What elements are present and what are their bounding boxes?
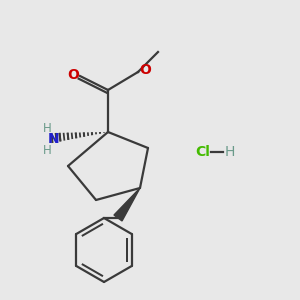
Text: Cl: Cl bbox=[195, 145, 210, 159]
Text: H: H bbox=[225, 145, 236, 159]
Text: O: O bbox=[139, 63, 151, 77]
Text: N: N bbox=[48, 132, 60, 146]
Polygon shape bbox=[114, 188, 140, 221]
Text: H: H bbox=[43, 143, 51, 157]
Text: O: O bbox=[67, 68, 79, 82]
Text: H: H bbox=[43, 122, 51, 134]
